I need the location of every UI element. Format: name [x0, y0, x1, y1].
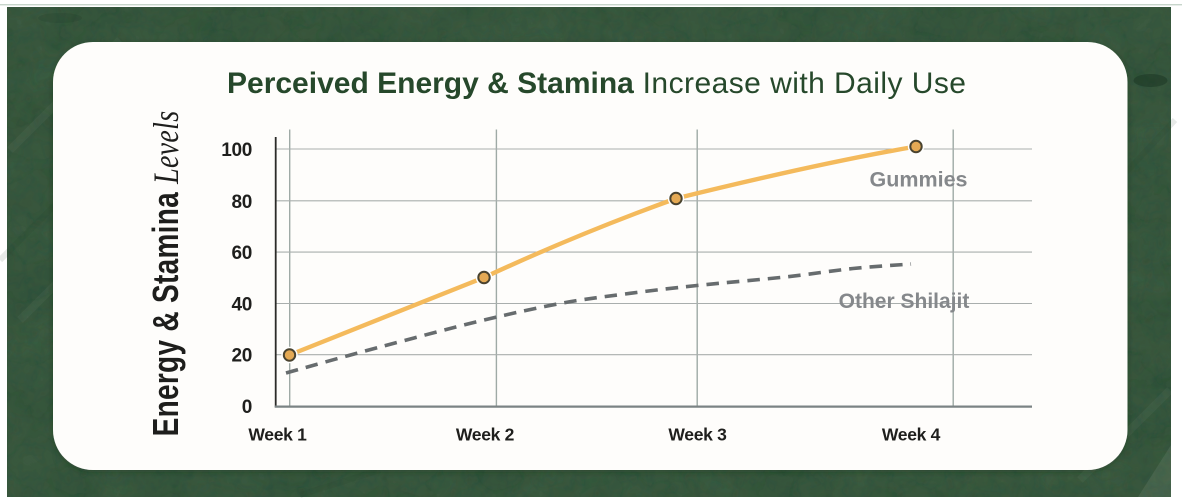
- svg-text:80: 80: [231, 192, 252, 213]
- svg-text:Week 2: Week 2: [456, 425, 515, 445]
- svg-text:Gummies: Gummies: [870, 168, 968, 192]
- svg-text:100: 100: [221, 140, 252, 161]
- svg-text:Energy & Stamina Levels: Energy & Stamina Levels: [145, 111, 186, 437]
- svg-text:40: 40: [231, 295, 252, 316]
- svg-text:Week 1: Week 1: [248, 425, 307, 445]
- svg-text:Week 3: Week 3: [668, 425, 727, 445]
- svg-text:Other Shilajit: Other Shilajit: [839, 290, 970, 313]
- svg-text:Perceived Energy & Stamina Inc: Perceived Energy & Stamina Increase with…: [227, 67, 966, 100]
- svg-text:Week 4: Week 4: [882, 425, 941, 445]
- svg-text:60: 60: [231, 243, 252, 264]
- svg-text:20: 20: [231, 346, 252, 367]
- svg-text:0: 0: [242, 397, 252, 418]
